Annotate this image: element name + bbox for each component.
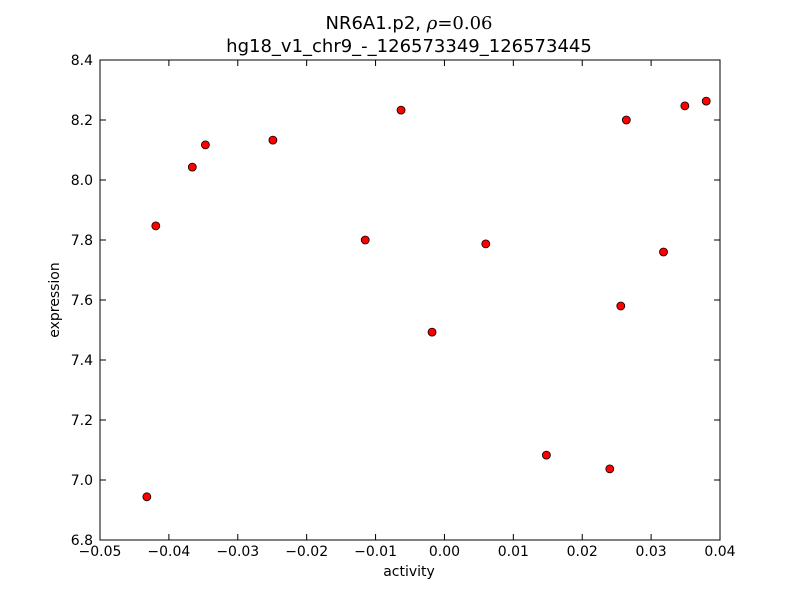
x-tick-label: −0.05: [79, 544, 122, 560]
x-axis-label: activity: [383, 564, 435, 580]
data-point: [360, 235, 370, 245]
data-point: [542, 450, 551, 460]
data-point: [621, 115, 631, 125]
y-tick-label: 7.6: [71, 293, 93, 309]
y-tick-label: 7.8: [71, 233, 93, 249]
x-tick-label: −0.03: [216, 544, 259, 560]
chart-title-rho-symbol: ρ: [426, 13, 438, 34]
data-point: [701, 96, 711, 106]
x-tick-label: −0.04: [147, 544, 190, 560]
x-tick-label: 0.00: [429, 544, 460, 560]
data-point: [616, 301, 626, 311]
y-tick-label: 7.0: [71, 473, 93, 489]
chart-title-line-2: hg18_v1_chr9_-_126573349_126573445: [226, 36, 592, 57]
y-tick-label: 8.4: [71, 53, 93, 69]
data-point: [481, 239, 491, 249]
x-tick-label: 0.03: [636, 544, 667, 560]
chart-title-line-1: NR6A1.p2, ρ=0.06: [326, 13, 493, 34]
x-tick-label: −0.02: [285, 544, 328, 560]
x-tick-label: 0.01: [498, 544, 529, 560]
data-points: [142, 96, 711, 502]
chart-title-rho-value: =0.06: [437, 13, 492, 34]
plot-area-frame: [99, 59, 721, 541]
y-axis-label: expression: [47, 262, 63, 338]
x-tick-label: −0.01: [354, 544, 397, 560]
data-point: [151, 221, 161, 231]
y-tick-label: 8.2: [71, 113, 93, 129]
axis-ticks: −0.05 −0.04 −0.03 −0.02 −0.01 0.00 0.01 0.02 0.0…: [71, 53, 736, 560]
data-point: [142, 492, 152, 502]
data-point: [659, 247, 668, 257]
data-point: [605, 464, 615, 474]
chart-title-prefix: NR6A1.p2,: [326, 13, 427, 34]
data-point: [427, 327, 437, 337]
x-tick-label: 0.02: [567, 544, 598, 560]
data-point: [187, 162, 197, 172]
y-tick-label: 7.4: [71, 353, 93, 369]
data-point: [396, 105, 406, 115]
y-tick-label: 6.8: [71, 533, 93, 549]
data-point: [680, 101, 690, 111]
y-tick-label: 7.2: [71, 413, 93, 429]
data-point: [268, 135, 278, 145]
data-point: [200, 140, 210, 150]
x-tick-label: 0.04: [704, 544, 735, 560]
y-tick-label: 8.0: [71, 173, 93, 189]
